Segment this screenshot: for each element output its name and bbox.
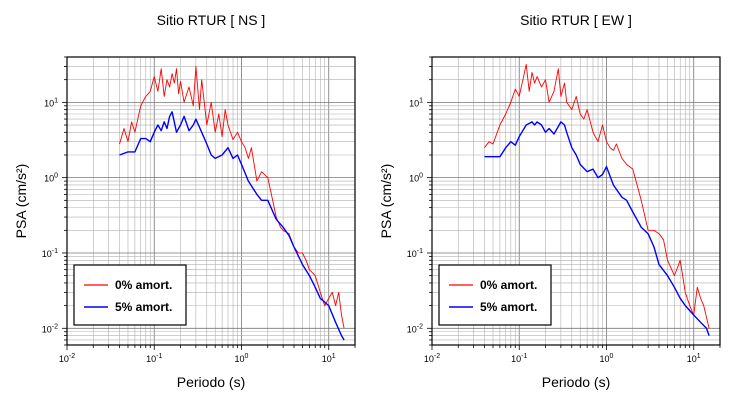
chart-panel-2: Sitio RTUR [ EW ] 10-2 10-1 100 101 10-2 10-1 1… [378,12,721,390]
x-tick-label: 10-2 [59,353,75,364]
x-tick-label: 100 [600,353,614,364]
y-tick-label: 101 [409,97,423,108]
legend-box [438,264,552,326]
y-tick-label: 10-2 [42,323,58,334]
legend-label: 5% amort. [115,300,172,314]
y-axis-title: PSA (cm/s²) [13,164,29,239]
y-axis-title: PSA (cm/s²) [378,164,394,239]
y-tick-label: 101 [44,97,58,108]
x-tick-label: 10-2 [424,353,440,364]
y-tick-label: 10-1 [407,248,423,259]
x-tick-label: 10-1 [146,353,162,364]
chart-panel-1: Sitio RTUR [ NS ] 10-2 10-1 100 101 10-2 10-1 1… [13,12,356,390]
series-line-damping-5 [119,111,345,341]
series-line-damping-0 [119,65,345,329]
plot-frame [66,56,356,346]
legend: 0% amort. 5% amort. [73,264,187,326]
x-tick-label: 101 [322,353,336,364]
chart-title: Sitio RTUR [ NS ] [157,12,266,28]
legend: 0% amort. 5% amort. [438,264,552,326]
x-axis-title: Periodo (s) [542,374,610,390]
chart-title: Sitio RTUR [ EW ] [520,12,632,28]
y-tick-label: 10-1 [42,248,58,259]
grid [66,56,356,346]
legend-box [73,264,187,326]
x-tick-label: 101 [687,353,701,364]
series-line-damping-0 [484,63,710,329]
x-axis-title: Periodo (s) [177,374,245,390]
y-tick-label: 10-2 [407,323,423,334]
series-line-damping-5 [484,121,710,336]
y-tick-label: 100 [44,173,58,184]
legend-label: 5% amort. [480,300,537,314]
y-tick-label: 100 [409,173,423,184]
legend-label: 0% amort. [115,278,172,292]
plot-frame [431,56,721,346]
x-tick-label: 10-1 [511,353,527,364]
x-tick-label: 100 [235,353,249,364]
legend-label: 0% amort. [480,278,537,292]
